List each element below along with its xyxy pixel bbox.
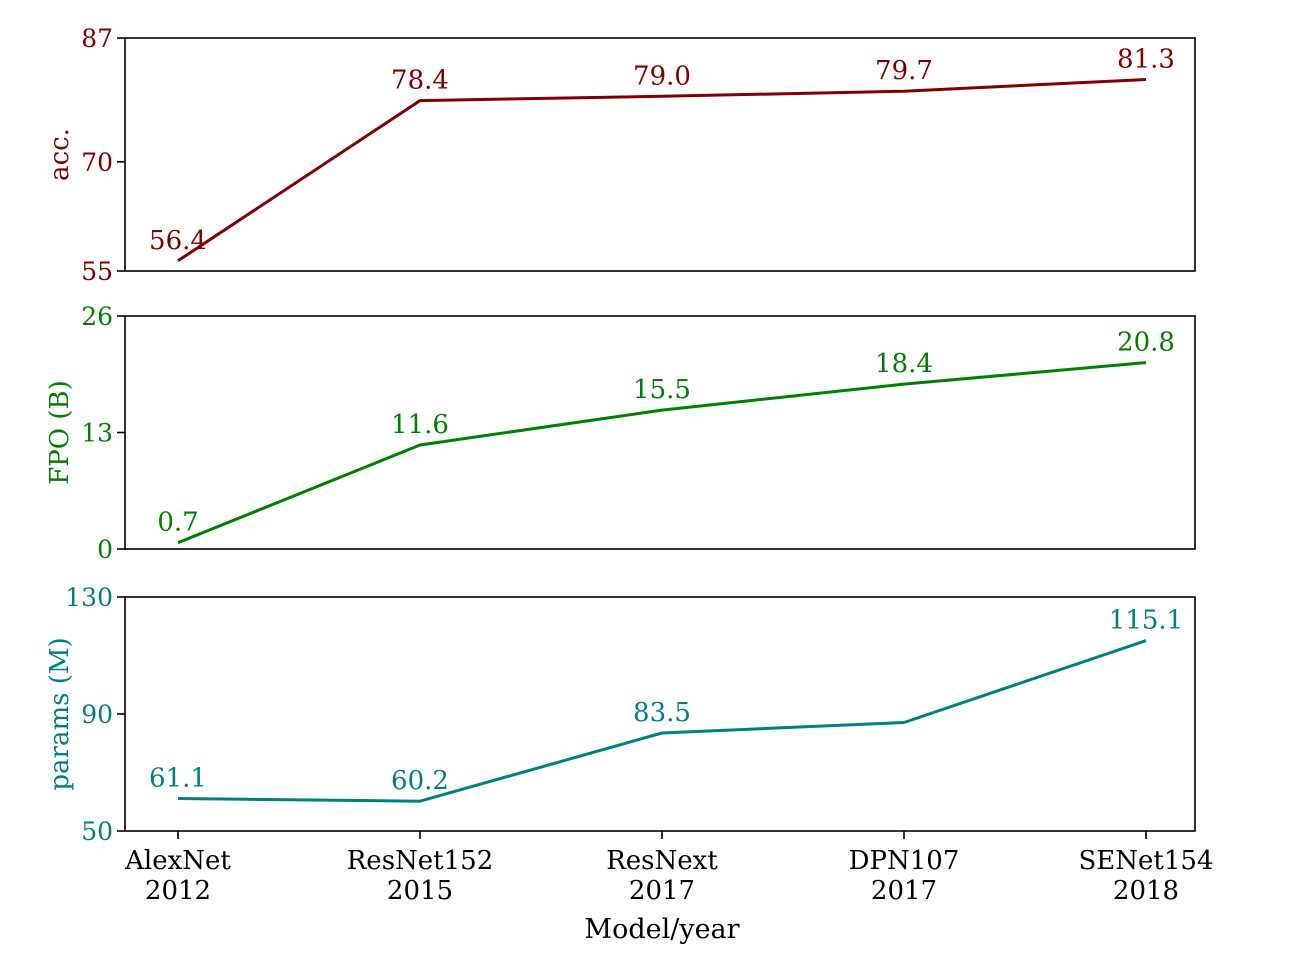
series-line (177, 639, 1147, 803)
series-line (177, 361, 1147, 545)
panel-2: 50 90 130 params (M) 61.1 60.2 83.5 115.1 (45, 583, 1196, 846)
y-tick-label: 90 (81, 700, 113, 729)
x-tick-label-year: 2017 (871, 876, 937, 906)
panel-frame (124, 37, 1196, 272)
y-axis-label: acc. (45, 128, 75, 181)
data-label: 18.4 (875, 349, 933, 379)
data-label: 15.5 (633, 375, 691, 405)
x-tick-label-model: SENet154 (1078, 846, 1213, 876)
y-tick-label: 13 (81, 419, 113, 448)
x-tick-label-model: AlexNet (124, 846, 231, 876)
panel-0: 55 70 87 acc. 56.4 78.4 79.0 79.7 81.3 (45, 24, 1196, 286)
x-tick-label-model: ResNet152 (347, 846, 494, 876)
y-tick-label: 55 (81, 257, 113, 286)
data-label: 60.2 (391, 766, 449, 796)
x-tick-label-year: 2018 (1113, 876, 1179, 906)
panel-frame (124, 315, 1196, 550)
y-axis-label: FPO (B) (45, 380, 75, 485)
data-label: 61.1 (149, 764, 207, 794)
x-tick-label-year: 2012 (145, 876, 211, 906)
x-axis: AlexNet2012ResNet1522015ResNext2017DPN10… (124, 831, 1214, 906)
y-tick-label: 0 (97, 535, 113, 564)
data-label: 81.3 (1117, 45, 1175, 75)
x-axis-label: Model/year (584, 914, 739, 945)
y-tick-label: 87 (81, 24, 113, 53)
y-tick-label: 26 (81, 302, 113, 331)
data-label: 79.0 (633, 61, 691, 91)
x-tick-label-year: 2017 (629, 876, 695, 906)
x-tick-label-model: ResNext (606, 846, 718, 876)
data-label: 11.6 (391, 410, 449, 440)
y-tick-label: 70 (81, 148, 113, 177)
chart-panels: 55 70 87 acc. 56.4 78.4 79.0 79.7 81.3 0 13 26 FPO (… (45, 24, 1196, 846)
data-label: 115.1 (1109, 606, 1183, 636)
series-line (177, 78, 1147, 263)
data-label: 83.5 (633, 698, 691, 728)
data-label: 56.4 (149, 226, 207, 256)
data-label: 79.7 (875, 56, 933, 86)
data-label: 78.4 (391, 66, 449, 96)
y-tick-label: 130 (65, 583, 113, 612)
panel-1: 0 13 26 FPO (B) 0.7 11.6 15.5 18.4 20.8 (45, 302, 1196, 564)
x-tick-label-year: 2015 (387, 876, 453, 906)
x-tick-label-model: DPN107 (849, 846, 960, 876)
data-label: 20.8 (1117, 328, 1175, 358)
data-label: 0.7 (157, 508, 198, 538)
y-tick-label: 50 (81, 817, 113, 846)
y-axis-label: params (M) (45, 637, 75, 790)
